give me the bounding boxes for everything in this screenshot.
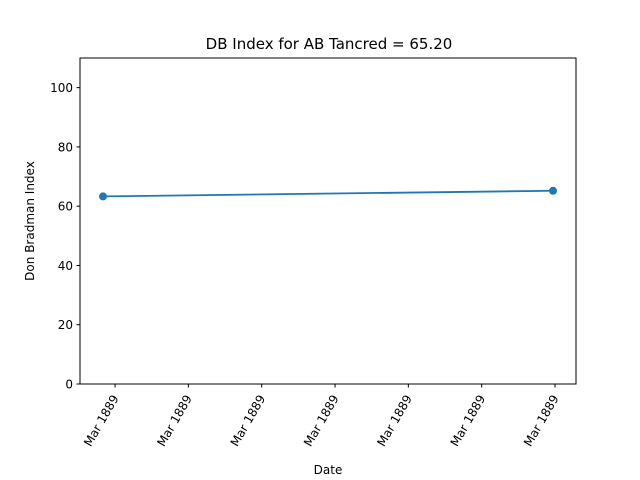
y-tick-label: 60 — [58, 200, 73, 214]
x-tick-label: Mar 1889 — [301, 393, 342, 449]
series-group — [99, 186, 557, 201]
x-tick-label: Mar 1889 — [374, 393, 415, 449]
x-tick-label: Mar 1889 — [448, 393, 489, 449]
data-point — [549, 186, 557, 195]
y-axis-label: Don Bradman Index — [23, 161, 37, 281]
y-tick-label: 20 — [58, 318, 73, 332]
x-axis-label: Date — [314, 463, 343, 477]
x-axis: Mar 1889 Mar 1889 Mar 1889 Mar 1889 Mar 1889… — [81, 384, 562, 449]
x-tick-label: Mar 1889 — [228, 393, 269, 449]
x-tick-label: Mar 1889 — [81, 393, 122, 449]
chart-title: DB Index for AB Tancred = 65.20 — [206, 35, 453, 53]
data-point — [99, 192, 107, 201]
x-tick-label: Mar 1889 — [521, 393, 562, 449]
plot-area — [79, 57, 577, 385]
x-tick-label: Mar 1889 — [154, 393, 195, 449]
y-tick-label: 0 — [65, 378, 73, 392]
y-axis: 0 20 40 60 80 100 — [50, 81, 80, 392]
y-tick-label: 100 — [50, 81, 73, 95]
y-tick-label: 80 — [58, 140, 73, 154]
series-line — [102, 189, 554, 198]
y-tick-label: 40 — [58, 259, 73, 273]
